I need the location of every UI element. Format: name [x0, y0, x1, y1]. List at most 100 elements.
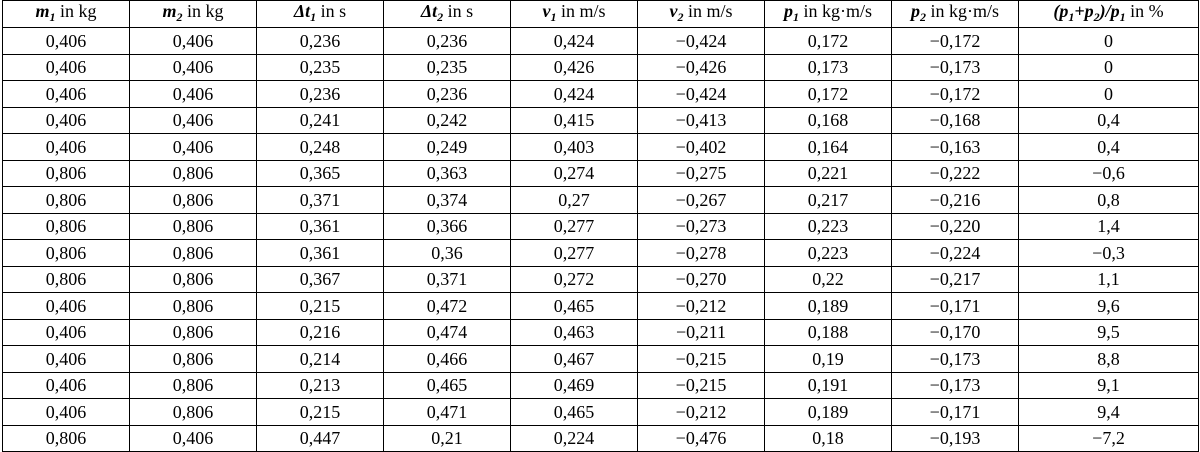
table-cell: 0,374	[383, 186, 511, 214]
table-row: 0,406 0,806 0,215 0,472 0,465 −0,212 0,189 −0,1…	[2, 292, 1199, 320]
table-cell: 0,465	[510, 398, 638, 426]
header-cell: p2 in kg·m/s	[891, 0, 1019, 28]
table-cell: −0,170	[891, 318, 1019, 346]
table-cell: 0,223	[764, 239, 892, 267]
header-text: v	[542, 1, 551, 21]
table-cell: 0,406	[2, 398, 130, 426]
table-cell: 9,5	[1018, 318, 1199, 346]
header-text: )/p	[1099, 1, 1120, 21]
table-cell: −0,278	[637, 239, 765, 267]
table-cell: 0,806	[129, 265, 257, 293]
table-cell: 0,806	[129, 159, 257, 187]
table-cell: 0,472	[383, 292, 511, 320]
header-text: in kg	[55, 1, 97, 21]
table-cell: 0,235	[256, 53, 384, 81]
table-cell: 0,213	[256, 371, 384, 399]
header-text: +p	[1074, 1, 1094, 21]
header-text: 1	[1119, 10, 1126, 24]
header-text: Δt	[420, 1, 438, 21]
table-cell: 0,215	[256, 398, 384, 426]
table-cell: 0,215	[256, 292, 384, 320]
header-text: (p	[1053, 1, 1069, 21]
table-cell: 0,21	[383, 424, 511, 452]
table-cell: 9,4	[1018, 398, 1199, 426]
table-row: 0,406 0,406 0,236 0,236 0,424 −0,424 0,172 −0,1…	[2, 80, 1199, 108]
header-cell: (p1+p2)/p1 in %	[1018, 0, 1199, 28]
table-cell: −0,426	[637, 53, 765, 81]
table-cell: −0,168	[891, 106, 1019, 134]
table-cell: 0,172	[764, 27, 892, 55]
table-cell: 0,806	[2, 265, 130, 293]
table-cell: 0,471	[383, 398, 511, 426]
table-cell: −7,2	[1018, 424, 1199, 452]
table-cell: 0,236	[256, 27, 384, 55]
table-cell: 0,406	[129, 424, 257, 452]
header-text: in %	[1125, 1, 1164, 21]
table-cell: −0,163	[891, 133, 1019, 161]
table-cell: 0,367	[256, 265, 384, 293]
table-cell: 0	[1018, 27, 1199, 55]
table-cell: 0,164	[764, 133, 892, 161]
table-cell: 0,806	[129, 371, 257, 399]
table-cell: 0,424	[510, 80, 638, 108]
table-cell: 0,406	[2, 133, 130, 161]
table-cell: −0,413	[637, 106, 765, 134]
table-cell: −0,211	[637, 318, 765, 346]
table-cell: −0,217	[891, 265, 1019, 293]
table-cell: 0,172	[764, 80, 892, 108]
table-cell: 0,806	[129, 212, 257, 240]
table-cell: −0,3	[1018, 239, 1199, 267]
table-cell: −0,270	[637, 265, 765, 293]
table-cell: 0,277	[510, 239, 638, 267]
table-cell: 0,36	[383, 239, 511, 267]
table-cell: −0,215	[637, 345, 765, 373]
table-cell: 0,4	[1018, 106, 1199, 134]
table-cell: 0,403	[510, 133, 638, 161]
table-cell: 0,406	[2, 371, 130, 399]
table-cell: 0,806	[2, 212, 130, 240]
table-cell: 0,366	[383, 212, 511, 240]
table-cell: −0,6	[1018, 159, 1199, 187]
table-cell: 0,191	[764, 371, 892, 399]
table-cell: 0	[1018, 53, 1199, 81]
table-cell: −0,172	[891, 80, 1019, 108]
table-cell: −0,172	[891, 27, 1019, 55]
table-cell: 0,241	[256, 106, 384, 134]
table-cell: 0,406	[2, 292, 130, 320]
header-cell: Δt1 in s	[256, 0, 384, 28]
header-text: in kg	[182, 1, 224, 21]
table-cell: 0,415	[510, 106, 638, 134]
table-cell: −0,275	[637, 159, 765, 187]
table-cell: −0,173	[891, 53, 1019, 81]
table-cell: 0,806	[129, 239, 257, 267]
table-cell: −0,216	[891, 186, 1019, 214]
table-cell: 0,465	[383, 371, 511, 399]
table-cell: −0,193	[891, 424, 1019, 452]
table-cell: 0,361	[256, 212, 384, 240]
table-cell: 0,224	[510, 424, 638, 452]
header-text: in s	[443, 1, 474, 21]
table-cell: 1,1	[1018, 265, 1199, 293]
table-cell: 0,447	[256, 424, 384, 452]
table-row: 0,406 0,406 0,236 0,236 0,424 −0,424 0,172 −0,1…	[2, 27, 1199, 55]
table-row: 0,406 0,806 0,216 0,474 0,463 −0,211 0,188 −0,1…	[2, 318, 1199, 346]
table-row: 0,406 0,406 0,241 0,242 0,415 −0,413 0,168 −0,1…	[2, 106, 1199, 134]
table-cell: 0,274	[510, 159, 638, 187]
header-text: in kg·m/s	[798, 1, 872, 21]
table-cell: 0	[1018, 80, 1199, 108]
table-cell: 0,406	[2, 345, 130, 373]
table-cell: −0,224	[891, 239, 1019, 267]
header-text: 2	[176, 10, 183, 24]
table-cell: 0,365	[256, 159, 384, 187]
header-cell: m1 in kg	[2, 0, 130, 28]
table-cell: 0,22	[764, 265, 892, 293]
table-cell: −0,220	[891, 212, 1019, 240]
table-cell: −0,424	[637, 27, 765, 55]
table-cell: 0,249	[383, 133, 511, 161]
table-cell: −0,222	[891, 159, 1019, 187]
table-cell: 0,406	[2, 27, 130, 55]
table-cell: 1,4	[1018, 212, 1199, 240]
table-cell: −0,173	[891, 345, 1019, 373]
